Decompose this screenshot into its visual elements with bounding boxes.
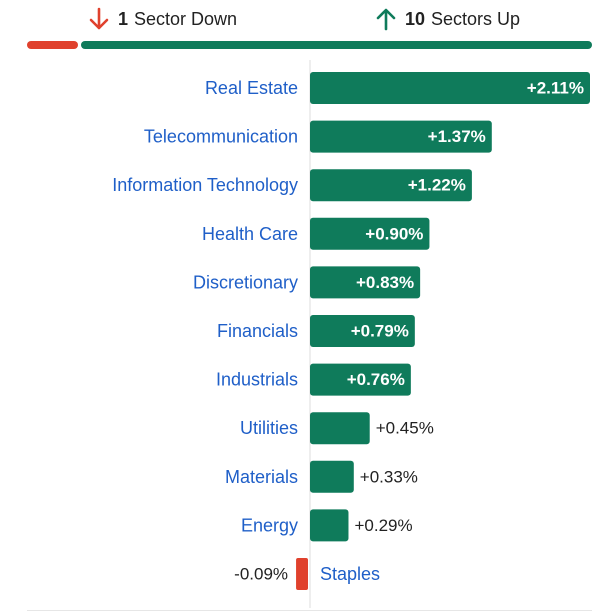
sector-value-label: +2.11% bbox=[527, 79, 584, 98]
sector-value-label: +0.79% bbox=[351, 322, 409, 341]
sector-bar bbox=[310, 169, 472, 202]
sector-bar bbox=[310, 266, 421, 299]
sector-label: Health Care bbox=[202, 224, 298, 244]
sector-value-label: +0.90% bbox=[365, 224, 423, 243]
sector-bar bbox=[310, 460, 354, 493]
sector-value-label: +0.45% bbox=[376, 419, 434, 438]
sector-bar bbox=[310, 315, 415, 347]
sector-value-label: +0.83% bbox=[356, 273, 414, 292]
sector-bar bbox=[296, 558, 308, 590]
sector-bar bbox=[310, 412, 370, 445]
sectors-down-label: Sector Down bbox=[134, 8, 238, 29]
sector-value-label: +1.22% bbox=[408, 176, 466, 195]
sectors-up-ratio-bar bbox=[81, 41, 592, 49]
sector-label: Telecommunication bbox=[144, 127, 298, 147]
sector-label: Information Technology bbox=[112, 175, 298, 195]
sectors-up-summary: 10 Sectors Up bbox=[375, 6, 520, 32]
sector-bar bbox=[310, 217, 430, 250]
sectors-down-ratio-bar bbox=[27, 41, 78, 49]
sector-label: Staples bbox=[320, 564, 380, 584]
sector-bar bbox=[310, 363, 411, 396]
sector-label: Utilities bbox=[240, 418, 298, 438]
arrow-down-icon bbox=[89, 7, 109, 30]
sector-bar bbox=[310, 120, 492, 153]
sector-value-label: +1.37% bbox=[428, 127, 486, 146]
sector-value-label: +0.29% bbox=[354, 516, 412, 535]
sector-label: Discretionary bbox=[193, 272, 298, 292]
sectors-up-count: 10 bbox=[405, 8, 426, 29]
sector-bar bbox=[310, 509, 349, 542]
sector-label: Energy bbox=[241, 515, 298, 535]
sector-value-label: +0.33% bbox=[360, 467, 418, 486]
sector-value-label: +0.76% bbox=[347, 370, 405, 389]
sector-label: Industrials bbox=[216, 370, 298, 390]
sector-label: Materials bbox=[225, 467, 298, 487]
sector-label: Financials bbox=[217, 321, 298, 341]
sector-label: Real Estate bbox=[205, 78, 298, 98]
sectors-up-label: Sectors Up bbox=[431, 8, 521, 29]
sectors-down-summary: 1 Sector Down bbox=[88, 6, 237, 32]
bottom-divider bbox=[27, 610, 592, 611]
sector-value-label: -0.09% bbox=[234, 565, 288, 584]
sector-summary: 1 Sector Down 10 Sectors Up bbox=[0, 6, 614, 36]
sectors-down-count: 1 bbox=[118, 8, 129, 29]
arrow-up-icon bbox=[376, 8, 396, 31]
sector-bar bbox=[310, 72, 590, 104]
sector-performance-chart: Real Estate +2.11% Telecommunication +1.37%… bbox=[112, 60, 590, 608]
